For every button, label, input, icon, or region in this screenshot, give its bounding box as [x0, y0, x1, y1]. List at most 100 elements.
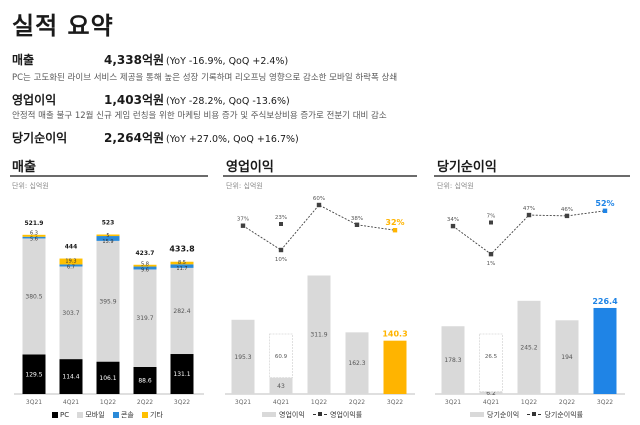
net-point-label-1Q22: 47% [523, 206, 535, 212]
revenue-panel-unit: 단위: 십억원 [12, 182, 49, 190]
op-bar-label-3Q21: 195.3 [234, 354, 251, 361]
total-2Q22: 423.7 [136, 250, 155, 257]
op-value-line: 1,403억원 (YoY -28.2%, QoQ -13.6%) [104, 91, 290, 108]
bar-PC-2Q22 [133, 366, 157, 394]
net-panel-rule [434, 175, 630, 177]
label-PC-1Q22: 106.1 [99, 375, 116, 382]
op-point-label-4Q21: 10% [275, 257, 287, 263]
revenue-value-line: 4,338억원 (YoY -16.9%, QoQ +2.4%) [104, 51, 288, 68]
net-change: (YoY +27.0%, QoQ +16.7%) [166, 134, 299, 145]
page-title: 실적 요약 [12, 12, 114, 40]
bar-모바일-3Q21 [22, 238, 46, 355]
net-point-1Q22 [526, 212, 532, 218]
legend-pc: PC [52, 411, 69, 419]
op-extra-point-4Q21 [279, 222, 283, 226]
bar-콘솔-1Q22 [96, 236, 120, 241]
op-extra-bar-4Q21 [269, 333, 293, 379]
bar-PC-3Q21 [22, 354, 46, 394]
bar-모바일-4Q21 [59, 266, 83, 360]
net-bar-4Q21 [479, 391, 503, 394]
revenue-change: (YoY -16.9%, QoQ +2.4%) [166, 56, 289, 67]
op-tick-3Q22: 3Q22 [387, 399, 403, 406]
total-4Q21: 444 [65, 244, 78, 251]
op-line-swatch [313, 412, 327, 416]
pc-swatch [52, 412, 58, 418]
op-panel-title: 영업이익 [226, 160, 274, 175]
legend-op-line-label: 영업이익률 [330, 411, 363, 419]
op-tick-2Q22: 2Q22 [349, 399, 365, 406]
net-panel-title: 당기순이익 [437, 160, 497, 175]
bar-콘솔-3Q22 [170, 264, 194, 268]
legend-net-bar-label: 당기순이익 [487, 411, 520, 419]
net-tick-3Q22: 3Q22 [597, 399, 613, 406]
net-tick-2Q22: 2Q22 [559, 399, 575, 406]
op-bar-label-2Q22: 162.3 [348, 360, 365, 367]
legend-console: 콘솔 [112, 410, 134, 420]
label-PC-4Q21: 114.4 [62, 374, 79, 381]
total-3Q22: 433.8 [169, 245, 195, 254]
net-bar-2Q22 [555, 320, 579, 394]
bar-모바일-1Q22 [96, 240, 120, 362]
op-tick-4Q21: 4Q21 [273, 399, 289, 406]
legend-console-label: 콘솔 [120, 411, 134, 419]
net-point-label-3Q22: 52% [595, 199, 614, 208]
net-value: 2,264억원 [104, 131, 165, 145]
label-모바일-3Q21: 380.5 [25, 293, 42, 300]
other-swatch [142, 412, 149, 418]
net-value-line: 2,264억원 (YoY +27.0%, QoQ +16.7%) [104, 129, 299, 146]
operating-profit-chart: 195.3 3Q21 43 4Q21 311.9 1Q22 162.3 2Q22 140.3 3Q… [225, 196, 415, 406]
revenue-description: PC는 고도화된 라이브 서비스 제공을 통해 높은 성장 기록하며 리오프닝 … [12, 73, 398, 83]
op-point-label-2Q22: 38% [351, 216, 363, 222]
net-tick-3Q21: 3Q21 [445, 399, 461, 406]
op-extra-point-label-4Q21: 23% [275, 215, 287, 221]
op-point-label-3Q21: 37% [237, 217, 249, 223]
legend-pc-label: PC [60, 411, 70, 419]
label-console-1Q22: 15.9 [102, 239, 113, 245]
revenue-panel-title: 매출 [12, 160, 36, 175]
legend-mobile-label: 모바일 [85, 411, 105, 419]
label-other-1Q22: 5 [106, 233, 109, 239]
bar-콘솔-4Q21 [59, 264, 83, 267]
net-panel-unit: 단위: 십억원 [437, 182, 474, 190]
op-point-3Q22 [392, 228, 398, 233]
revenue-legend: PC 모바일 콘솔 기타 [52, 410, 169, 420]
op-change: (YoY -28.2%, QoQ -13.6%) [166, 96, 290, 107]
op-bar-4Q21 [269, 377, 293, 394]
op-panel-rule [223, 175, 417, 177]
tick-4Q21: 4Q21 [63, 399, 79, 406]
bar-기타-3Q21 [22, 234, 46, 237]
legend-mobile: 모바일 [77, 410, 105, 420]
label-console-3Q22: 11.7 [176, 266, 187, 272]
bar-콘솔-2Q22 [133, 266, 157, 270]
op-point-1Q22 [316, 202, 322, 208]
op-bar-label-4Q21: 43 [277, 383, 285, 390]
net-label: 당기순이익 [12, 131, 68, 145]
net-extra-point-4Q21 [489, 220, 493, 225]
bar-모바일-3Q22 [170, 267, 194, 355]
net-point-2Q22 [564, 213, 570, 219]
tick-2Q22: 2Q22 [137, 399, 153, 406]
legend-other: 기타 [142, 410, 163, 420]
tick-1Q22: 1Q22 [100, 399, 116, 406]
label-console-3Q21: 5.6 [30, 236, 38, 242]
net-point-label-2Q22: 46% [561, 207, 573, 213]
revenue-value: 4,338억원 [104, 53, 165, 67]
revenue-stacked-bar-chart: 129.5 380.5 5.66.3 521.9 3Q21 114.4 303.7 6.719… [14, 219, 204, 406]
revenue-panel-rule [10, 175, 208, 177]
op-value: 1,403억원 [104, 93, 165, 107]
net-bar-label-3Q21: 178.3 [444, 357, 461, 364]
net-extra-point-label-4Q21: 7% [487, 214, 496, 220]
net-bar-1Q22 [517, 300, 541, 394]
net-extra-label-4Q21: 26.5 [485, 354, 498, 360]
bar-PC-4Q21 [59, 359, 83, 394]
net-tick-4Q21: 4Q21 [483, 399, 499, 406]
net-bar-3Q22 [593, 307, 617, 394]
op-panel-unit: 단위: 십억원 [226, 182, 263, 190]
op-point-4Q21 [278, 247, 284, 253]
label-모바일-1Q22: 395.9 [99, 298, 116, 305]
op-margin-line [242, 204, 396, 251]
legend-net-line-label: 당기순이익률 [544, 411, 584, 419]
label-other-3Q22: 8.5 [178, 260, 186, 266]
op-point-3Q21 [240, 223, 246, 228]
net-point-3Q22 [602, 208, 608, 213]
